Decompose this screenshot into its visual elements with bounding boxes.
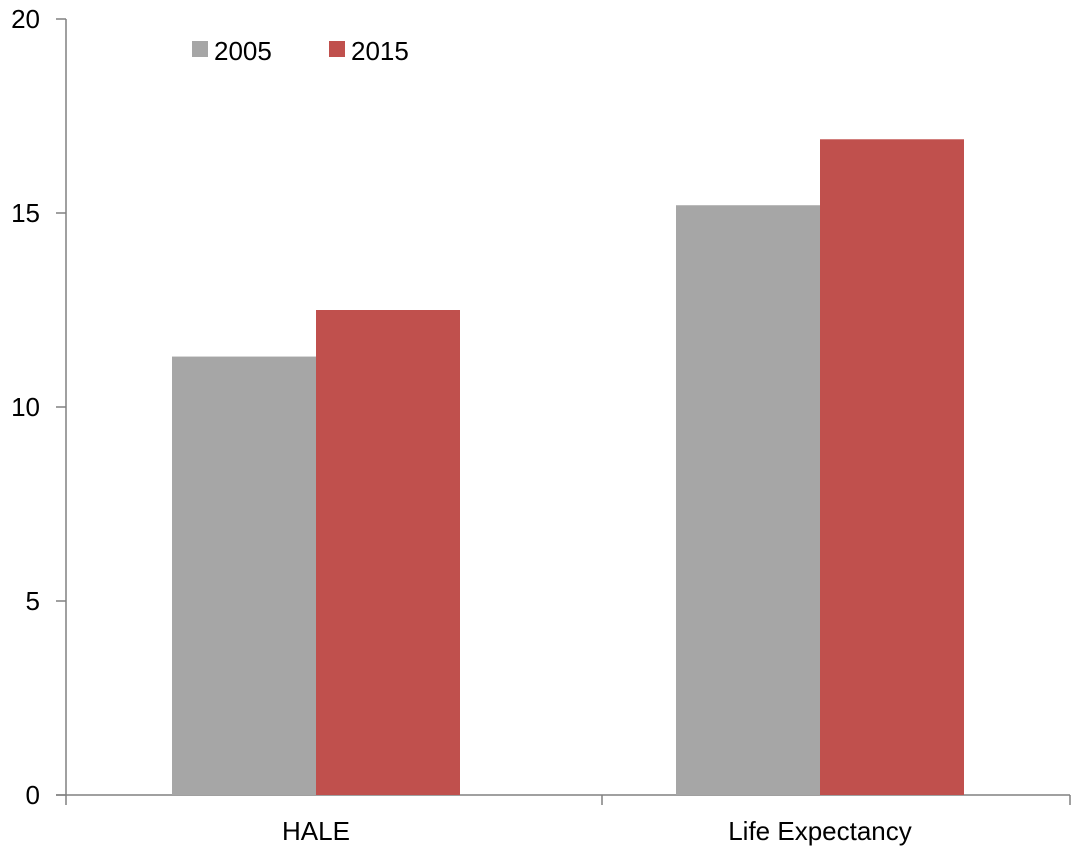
- bar-2015-life-expectancy: [820, 139, 964, 795]
- bar-2015-hale: [316, 310, 460, 795]
- bar-2005-hale: [172, 356, 316, 795]
- legend: 2005 2015: [192, 36, 409, 66]
- bars: [172, 139, 964, 796]
- legend-label-2005: 2005: [214, 36, 272, 66]
- y-tick-label: 10: [11, 392, 40, 422]
- bar-2005-life-expectancy: [676, 205, 820, 796]
- x-category-label: HALE: [282, 816, 350, 846]
- legend-swatch-2015: [329, 41, 345, 57]
- y-tick-label: 5: [26, 586, 40, 616]
- labels: 0 5 10 15 20 HALE Life Expectancy: [11, 4, 912, 846]
- y-tick-label: 15: [11, 198, 40, 228]
- x-category-label: Life Expectancy: [728, 816, 912, 846]
- legend-label-2015: 2015: [351, 36, 409, 66]
- legend-swatch-2005: [192, 41, 208, 57]
- y-tick-label: 20: [11, 4, 40, 34]
- y-tick-label: 0: [26, 780, 40, 810]
